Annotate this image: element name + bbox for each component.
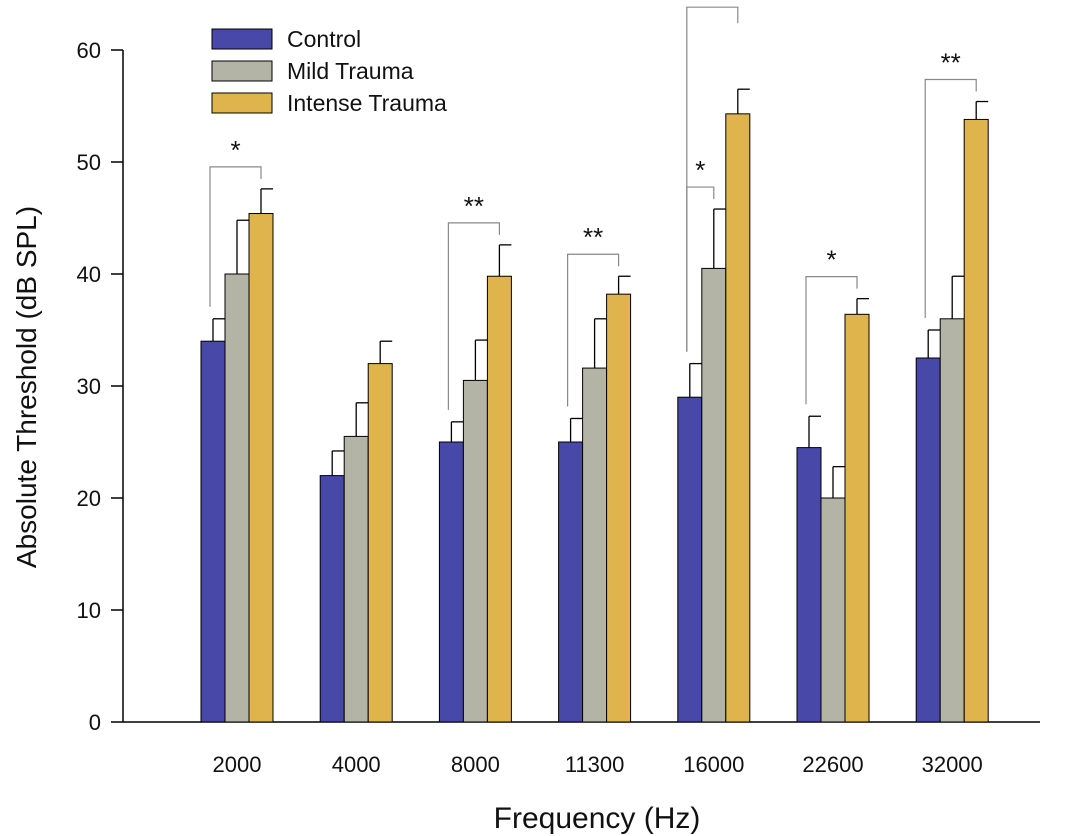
significance-label: ** xyxy=(702,0,722,5)
legend-swatch xyxy=(211,92,273,114)
bar xyxy=(939,318,965,723)
x-tick-label: 16000 xyxy=(683,752,744,777)
legend-label: Control xyxy=(287,26,361,52)
bar xyxy=(820,497,846,723)
y-tick-label: 30 xyxy=(77,374,101,399)
y-tick-label: 20 xyxy=(77,486,101,511)
bar xyxy=(248,213,274,723)
bar xyxy=(367,363,393,723)
legend-swatch xyxy=(211,28,273,50)
bars xyxy=(200,113,989,723)
y-tick-label: 50 xyxy=(77,150,101,175)
x-tick-label: 32000 xyxy=(922,752,983,777)
significance-bracket xyxy=(805,276,858,405)
x-tick-label: 2000 xyxy=(213,752,262,777)
bar xyxy=(582,367,608,723)
significance-label: * xyxy=(230,135,240,165)
legend-swatch xyxy=(211,60,273,82)
axes: 0 10 20 30 40 50 60 2000 4000 8000 11300 16000 22600… xyxy=(77,38,1040,777)
x-tick-label: 8000 xyxy=(451,752,500,777)
significance-bracket xyxy=(209,166,262,307)
legend-label: Intense Trauma xyxy=(287,90,447,116)
bar xyxy=(844,313,870,723)
bar xyxy=(701,267,727,723)
significance-label: * xyxy=(826,245,836,275)
x-tick-label: 4000 xyxy=(332,752,381,777)
bar xyxy=(796,447,822,723)
significance-label: * xyxy=(695,155,705,185)
significance-label: ** xyxy=(464,191,484,221)
legend: Control Mild Trauma Intense Trauma xyxy=(211,26,447,116)
bar xyxy=(558,441,584,723)
x-tick-label: 11300 xyxy=(565,752,625,777)
x-tick-label: 22600 xyxy=(802,752,863,777)
bar xyxy=(343,435,369,723)
significance-bracket xyxy=(567,253,620,407)
x-axis-label: Frequency (Hz) xyxy=(494,802,701,835)
significance-brackets: *********** xyxy=(209,0,977,410)
bar xyxy=(224,273,250,723)
significance-bracket xyxy=(686,6,739,352)
error-bars xyxy=(212,88,989,498)
bar xyxy=(438,441,464,723)
bar xyxy=(319,475,345,723)
significance-bracket xyxy=(924,78,977,318)
bar xyxy=(462,379,488,723)
y-tick-label: 10 xyxy=(77,598,101,623)
bar xyxy=(677,396,703,723)
bar xyxy=(606,293,632,723)
significance-label: ** xyxy=(583,222,603,252)
bar xyxy=(915,357,941,723)
bar xyxy=(725,113,751,723)
y-tick-label: 0 xyxy=(89,710,101,735)
bar xyxy=(486,275,512,723)
significance-bracket xyxy=(447,222,500,410)
y-tick-label: 60 xyxy=(77,38,101,63)
bar xyxy=(963,118,989,723)
significance-label: ** xyxy=(941,48,961,78)
y-axis-label: Absolute Threshold (dB SPL) xyxy=(11,206,42,568)
legend-label: Mild Trauma xyxy=(287,58,414,84)
y-tick-label: 40 xyxy=(77,262,101,287)
bar xyxy=(200,340,226,723)
